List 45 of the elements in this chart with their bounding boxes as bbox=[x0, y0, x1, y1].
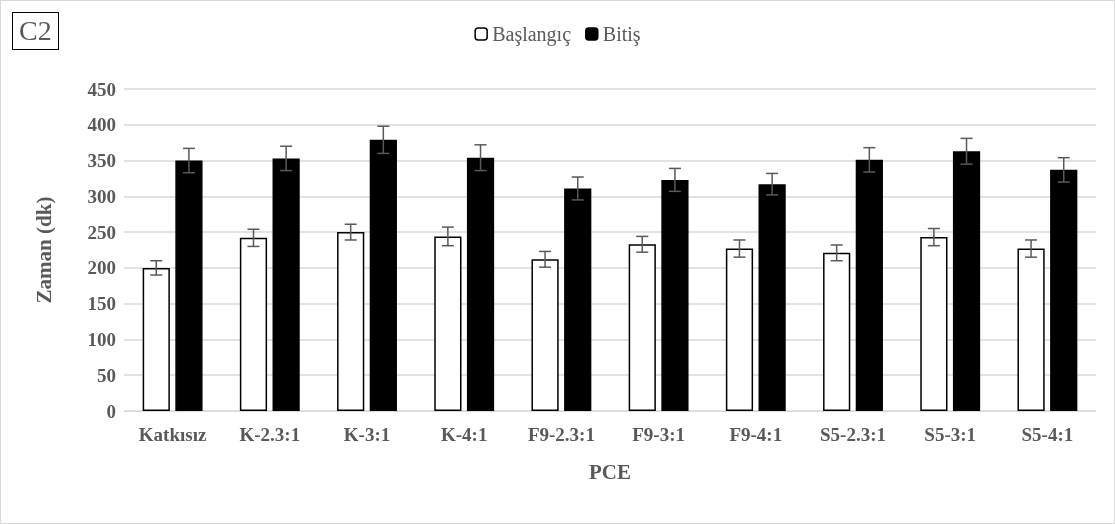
x-axis-title: PCE bbox=[589, 459, 631, 484]
bar bbox=[564, 188, 592, 411]
bar bbox=[823, 252, 851, 411]
y-tick-label: 350 bbox=[87, 150, 116, 172]
bar bbox=[920, 237, 948, 411]
x-tick-label: S5-3:1 bbox=[924, 424, 977, 445]
bar bbox=[1050, 169, 1078, 411]
bar bbox=[272, 158, 300, 411]
y-tick-label: 200 bbox=[87, 257, 116, 279]
y-tick-label: 50 bbox=[97, 364, 116, 386]
y-tick-label: 300 bbox=[87, 185, 116, 207]
bar bbox=[952, 151, 981, 411]
legend-label: Bitiş bbox=[602, 23, 641, 46]
bar bbox=[725, 248, 754, 411]
x-tick-label: S5-2.3:1 bbox=[820, 424, 886, 445]
text: C2 bbox=[12, 12, 59, 50]
x-tick-label: K-3:1 bbox=[343, 424, 391, 445]
bar bbox=[434, 236, 462, 411]
y-tick-label: 250 bbox=[87, 221, 116, 243]
x-tick-label: S5-4:1 bbox=[1021, 424, 1074, 445]
x-tick-label: Katkısız bbox=[138, 424, 207, 445]
y-tick-label: 100 bbox=[87, 328, 116, 350]
x-tick-label: K-4:1 bbox=[440, 424, 488, 445]
bar bbox=[239, 237, 268, 411]
y-axis-title: Zaman (dk) bbox=[31, 196, 56, 304]
bar bbox=[369, 139, 397, 411]
x-tick-label: K-2.3:1 bbox=[239, 424, 301, 445]
bar bbox=[628, 244, 656, 411]
bar bbox=[1017, 248, 1045, 411]
bar bbox=[661, 179, 689, 411]
x-tick-label: F9-3:1 bbox=[632, 424, 685, 445]
y-tick-label: 450 bbox=[87, 78, 116, 100]
bar bbox=[175, 160, 203, 411]
bar bbox=[142, 267, 170, 411]
bar bbox=[758, 184, 786, 411]
y-tick-label: 150 bbox=[87, 293, 116, 315]
y-tick-label: 0 bbox=[106, 400, 116, 422]
bar bbox=[337, 232, 365, 411]
y-tick-label: 400 bbox=[87, 114, 116, 136]
x-tick-label: F9-4:1 bbox=[729, 424, 783, 445]
x-tick-label: F9-2.3:1 bbox=[527, 424, 595, 445]
bar bbox=[855, 159, 883, 411]
bar bbox=[531, 259, 559, 411]
legend-label: Başlangıç bbox=[492, 23, 572, 46]
bar bbox=[466, 157, 495, 411]
